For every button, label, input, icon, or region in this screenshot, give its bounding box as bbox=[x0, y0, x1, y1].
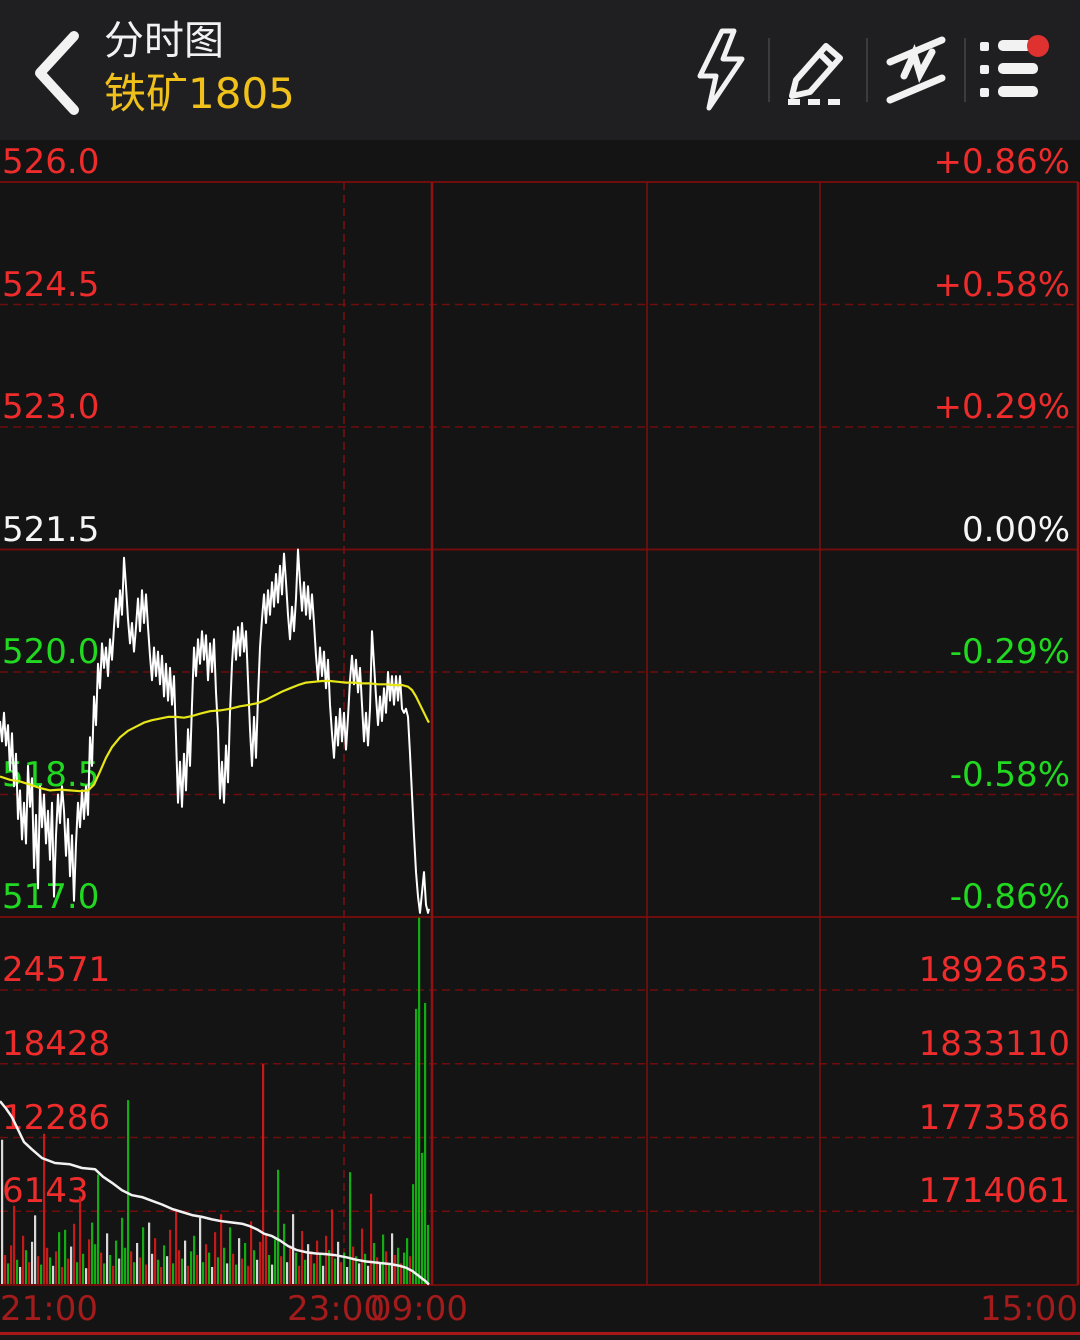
volume-axis-label: 12286 bbox=[2, 1097, 111, 1138]
percent-axis-label: -0.86% bbox=[949, 877, 1070, 917]
time-axis-label: 21:00 bbox=[0, 1289, 98, 1329]
notification-dot bbox=[1027, 35, 1049, 57]
time-axis-label: 23:00 bbox=[287, 1289, 385, 1329]
contract-name: 铁矿1805 bbox=[104, 69, 295, 118]
time-axis-label: 15:00 bbox=[980, 1289, 1078, 1329]
draw-pencil-icon[interactable] bbox=[770, 22, 866, 118]
intraday-chart[interactable]: 526.0 524.5 523.0 521.5 520.0 518.5 517.0 +0.86… bbox=[0, 140, 1080, 1332]
price-axis-label: 524.5 bbox=[2, 264, 100, 305]
bottom-toolbar-edge bbox=[0, 1332, 1080, 1340]
percent-axis-label: +0.29% bbox=[933, 387, 1071, 427]
open-interest-axis-label: 1714061 bbox=[918, 1171, 1070, 1212]
price-axis-label: 521.5 bbox=[2, 509, 100, 550]
header-divider bbox=[866, 38, 868, 102]
header-bar: 分时图 铁矿1805 bbox=[0, 0, 1080, 140]
indicator-lines-icon[interactable] bbox=[868, 22, 964, 118]
price-axis-label: 518.5 bbox=[2, 754, 100, 795]
header-divider bbox=[964, 38, 966, 102]
header-divider bbox=[768, 38, 770, 102]
volume-axis-label: 18428 bbox=[2, 1023, 111, 1064]
open-interest-axis-label: 1773586 bbox=[918, 1097, 1070, 1138]
price-axis-label: 526.0 bbox=[2, 142, 100, 182]
percent-axis-label: -0.29% bbox=[949, 632, 1070, 672]
header-actions bbox=[672, 0, 1062, 140]
open-interest-axis-label: 1892635 bbox=[918, 950, 1070, 990]
watchlist-menu-icon[interactable] bbox=[966, 22, 1062, 118]
price-axis-label: 523.0 bbox=[2, 387, 100, 427]
percent-axis-label: -0.58% bbox=[949, 754, 1070, 795]
price-axis-label: 520.0 bbox=[2, 632, 100, 672]
price-axis-label: 517.0 bbox=[2, 877, 100, 917]
page-title: 分时图 bbox=[104, 18, 224, 64]
time-axis-label: 09:00 bbox=[370, 1289, 468, 1329]
open-interest-axis-label: 1833110 bbox=[918, 1023, 1070, 1064]
back-button[interactable] bbox=[22, 28, 92, 118]
percent-axis-label: +0.86% bbox=[933, 142, 1071, 182]
volume-axis-label: 6143 bbox=[2, 1171, 89, 1212]
percent-axis-label: 0.00% bbox=[961, 509, 1070, 550]
percent-axis-label: +0.58% bbox=[933, 264, 1071, 305]
flash-icon[interactable] bbox=[672, 22, 768, 118]
volume-axis-label: 24571 bbox=[2, 950, 111, 990]
back-chevron-icon bbox=[35, 31, 79, 115]
